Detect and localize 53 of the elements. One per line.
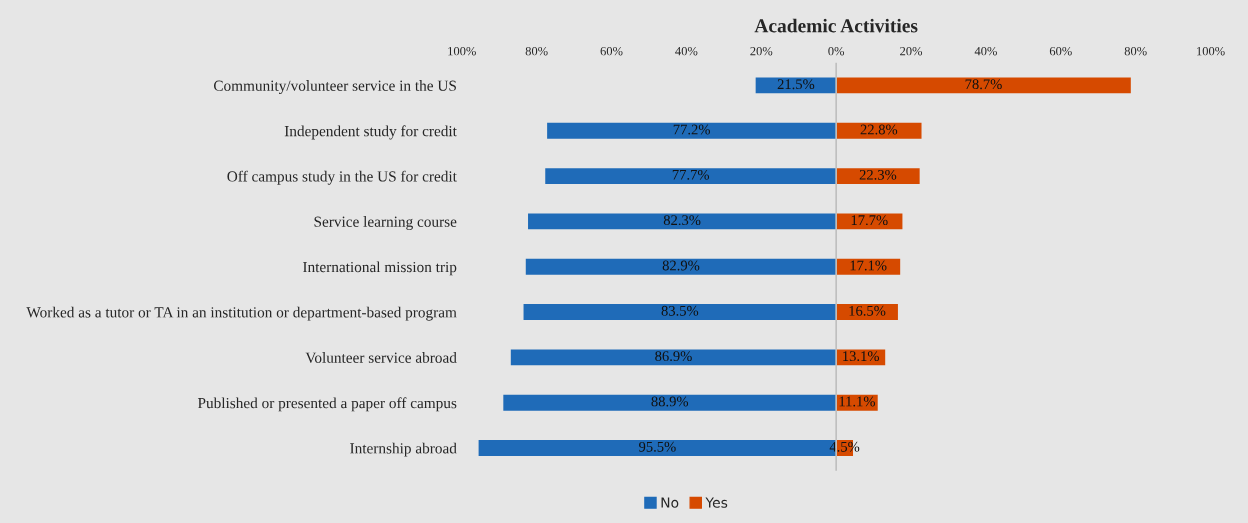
x-tick-label: 40% xyxy=(974,46,997,56)
y-tick-label: International mission trip xyxy=(303,261,457,276)
y-tick-label: Service learning course xyxy=(314,216,457,230)
x-tick-label: 20% xyxy=(750,46,773,56)
data-label: 17.7% xyxy=(851,215,888,226)
y-tick-label: Worked as a tutor or TA in an institution or department-based program xyxy=(26,306,457,321)
y-tick-label: Internship abroad xyxy=(350,442,457,457)
bar xyxy=(528,213,837,230)
x-tick-label: 80% xyxy=(525,46,548,56)
x-tick-label: 60% xyxy=(1049,46,1072,56)
x-tick-label: 40% xyxy=(675,46,698,56)
bar xyxy=(836,122,922,139)
data-label: 88.9% xyxy=(651,396,689,407)
x-tick-label: 80% xyxy=(1124,46,1147,56)
data-label: 13.1% xyxy=(843,351,880,362)
chart-title: Academic Activities xyxy=(754,18,918,33)
x-tick-label: 100% xyxy=(448,46,476,56)
data-label: 82.3% xyxy=(663,215,701,226)
data-label: 95.5% xyxy=(639,441,676,452)
data-label: 78.7% xyxy=(965,79,1002,90)
y-tick-label: Community/volunteer service in the US xyxy=(213,80,456,95)
x-tick-label: 0% xyxy=(828,46,845,56)
bar xyxy=(836,258,901,275)
x-tick-label: 20% xyxy=(900,46,923,56)
data-label: 77.2% xyxy=(673,124,710,135)
bar xyxy=(836,77,1131,94)
bar xyxy=(510,349,837,366)
bar xyxy=(755,77,837,94)
bar xyxy=(836,213,903,230)
data-label: 21.5% xyxy=(777,79,815,90)
data-label: 86.9% xyxy=(655,351,692,362)
data-label: 82.9% xyxy=(662,260,700,271)
legend-label: Yes xyxy=(705,497,728,508)
data-label: 17.1% xyxy=(850,260,887,271)
data-label: 16.5% xyxy=(849,305,886,316)
y-tick-label: Volunteer service abroad xyxy=(305,352,457,363)
bar xyxy=(836,168,920,185)
data-label: 83.5% xyxy=(661,305,699,316)
bar xyxy=(525,258,837,275)
data-label: 22.3% xyxy=(859,169,897,180)
x-tick-label: 60% xyxy=(600,46,623,56)
y-tick-label: Independent study for credit xyxy=(284,125,457,140)
y-tick-label: Published or presented a paper off campus xyxy=(197,397,457,412)
data-label: 11.1% xyxy=(839,396,875,407)
data-label: 22.8% xyxy=(860,124,898,135)
bar xyxy=(523,304,837,320)
y-tick-label: Off campus study in the US for credit xyxy=(227,170,457,185)
bar xyxy=(503,394,837,411)
bar xyxy=(545,168,837,185)
legend-label: No xyxy=(661,497,679,508)
x-tick-label: 100% xyxy=(1197,46,1225,56)
data-label: 77.7% xyxy=(672,169,710,180)
bar xyxy=(547,122,837,139)
